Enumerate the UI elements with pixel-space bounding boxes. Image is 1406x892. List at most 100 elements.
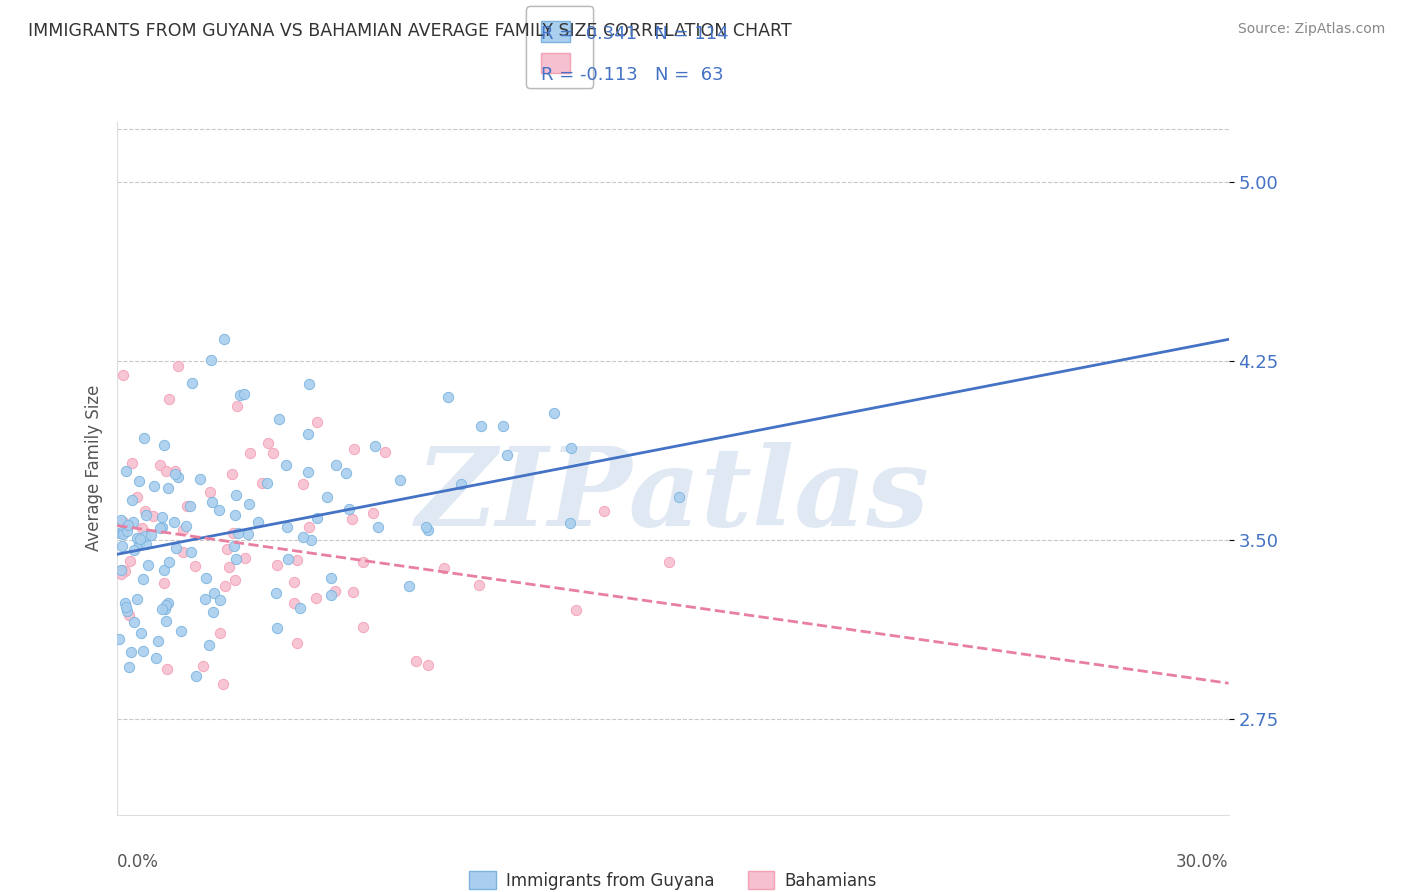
Point — [134, 528, 156, 542]
Point — [232, 387, 254, 401]
Point — [110, 567, 132, 582]
Point — [153, 563, 176, 577]
Point — [167, 359, 190, 373]
Point — [150, 520, 173, 534]
Point — [398, 579, 420, 593]
Text: ZIPatlas: ZIPatlas — [416, 442, 929, 549]
Point — [163, 515, 186, 529]
Point — [191, 658, 214, 673]
Point — [155, 614, 177, 628]
Point — [153, 438, 176, 452]
Point — [111, 539, 134, 553]
Point — [374, 445, 396, 459]
Point — [194, 571, 217, 585]
Point — [321, 571, 343, 585]
Point — [150, 509, 173, 524]
Point — [179, 499, 201, 513]
Point — [118, 607, 141, 622]
Legend: Immigrants from Guyana, Bahamians: Immigrants from Guyana, Bahamians — [463, 864, 883, 892]
Point — [224, 508, 246, 522]
Point — [285, 636, 308, 650]
Point — [415, 519, 437, 533]
Point — [496, 448, 519, 462]
Point — [114, 564, 136, 578]
Point — [132, 431, 155, 445]
Point — [122, 543, 145, 558]
Point — [194, 591, 217, 606]
Point — [114, 596, 136, 610]
Point — [228, 526, 250, 541]
Point — [170, 624, 193, 638]
Point — [565, 603, 588, 617]
Point — [238, 497, 260, 511]
Point — [256, 435, 278, 450]
Point — [157, 596, 180, 610]
Point — [129, 532, 152, 546]
Point — [111, 368, 134, 383]
Point — [135, 537, 157, 551]
Point — [262, 446, 284, 460]
Point — [112, 527, 135, 541]
Point — [176, 500, 198, 514]
Point — [214, 579, 236, 593]
Point — [111, 563, 134, 577]
Point — [167, 470, 190, 484]
Point — [470, 418, 492, 433]
Point — [157, 482, 180, 496]
Point — [543, 406, 565, 420]
Point — [221, 467, 243, 481]
Point — [153, 576, 176, 591]
Point — [316, 490, 339, 504]
Point — [208, 593, 231, 607]
Point — [127, 490, 149, 504]
Point — [125, 592, 148, 607]
Point — [299, 533, 322, 547]
Point — [323, 584, 346, 599]
Point — [163, 464, 186, 478]
Point — [128, 536, 150, 550]
Point — [307, 415, 329, 429]
Point — [364, 438, 387, 452]
Point — [283, 596, 305, 610]
Point — [118, 660, 141, 674]
Point — [335, 466, 357, 480]
Point — [184, 558, 207, 573]
Point — [181, 376, 204, 390]
Point — [321, 588, 343, 602]
Point — [198, 638, 221, 652]
Point — [149, 458, 172, 472]
Point — [202, 606, 225, 620]
Point — [108, 525, 131, 540]
Point — [297, 466, 319, 480]
Point — [291, 530, 314, 544]
Point — [389, 473, 412, 487]
Point — [418, 657, 440, 672]
Point — [433, 561, 456, 575]
Point — [108, 632, 131, 647]
Point — [180, 544, 202, 558]
Point — [149, 521, 172, 535]
Point — [218, 560, 240, 574]
Point — [288, 601, 311, 615]
Point — [174, 518, 197, 533]
Point — [298, 520, 321, 534]
Point — [115, 524, 138, 539]
Point — [266, 621, 288, 635]
Point — [277, 552, 299, 566]
Point — [212, 332, 235, 346]
Point — [110, 512, 132, 526]
Point — [132, 643, 155, 657]
Point — [202, 586, 225, 600]
Point — [340, 512, 363, 526]
Point — [222, 539, 245, 553]
Point — [225, 487, 247, 501]
Point — [201, 495, 224, 509]
Point — [125, 531, 148, 545]
Point — [658, 555, 681, 569]
Point — [117, 517, 139, 532]
Point — [233, 551, 256, 566]
Point — [222, 526, 245, 541]
Point — [139, 528, 162, 542]
Point — [132, 572, 155, 586]
Point — [172, 523, 194, 537]
